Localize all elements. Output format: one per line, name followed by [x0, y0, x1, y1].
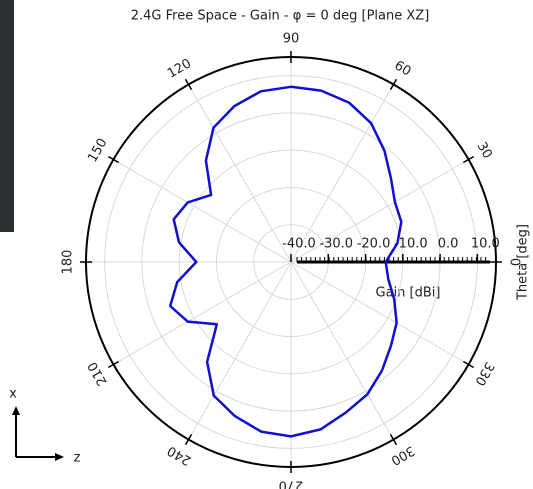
theta-tick-label: 120	[165, 56, 194, 81]
theta-tick-label: 240	[165, 442, 194, 467]
theta-tick-label: 300	[388, 442, 417, 467]
triad-z-arrow	[55, 453, 64, 461]
theta-tick-label: 150	[85, 136, 110, 165]
r-tick-label: -20.0	[357, 237, 391, 252]
r-tick-label: -40.0	[282, 237, 316, 252]
r-axis-label: Gain [dBi]	[376, 286, 441, 301]
axis-triad	[12, 406, 64, 461]
grid-spoke	[189, 262, 292, 440]
chart-title: 2.4G Free Space - Gain - φ = 0 deg [Plan…	[131, 9, 430, 24]
grid-spoke	[113, 262, 291, 365]
background-image-strip	[0, 0, 14, 232]
r-tick-label: -30.0	[319, 237, 353, 252]
grid-spoke	[291, 84, 394, 262]
triad-z-label: z	[74, 451, 81, 466]
grid-spoke	[113, 160, 291, 263]
r-tick-label: 10.0	[471, 237, 500, 252]
theta-tick-label: 0	[507, 258, 522, 266]
theta-tick-label: 270	[279, 478, 304, 489]
r-tick-label: 0.0	[438, 237, 459, 252]
theta-tick-label: 180	[61, 250, 76, 275]
theta-tick-label: 210	[85, 359, 110, 388]
grid-spoke	[291, 262, 469, 365]
triad-x-arrow	[12, 406, 20, 415]
triad-x-label: x	[9, 387, 17, 402]
theta-tick-label: 60	[392, 58, 414, 79]
theta-tick-label: 30	[473, 140, 494, 162]
theta-tick-label: 330	[471, 359, 496, 388]
chart: 2.4G Free Space - Gain - φ = 0 deg [Plan…	[0, 0, 533, 489]
grid-spoke	[189, 84, 292, 262]
theta-tick-label: 90	[283, 32, 300, 47]
